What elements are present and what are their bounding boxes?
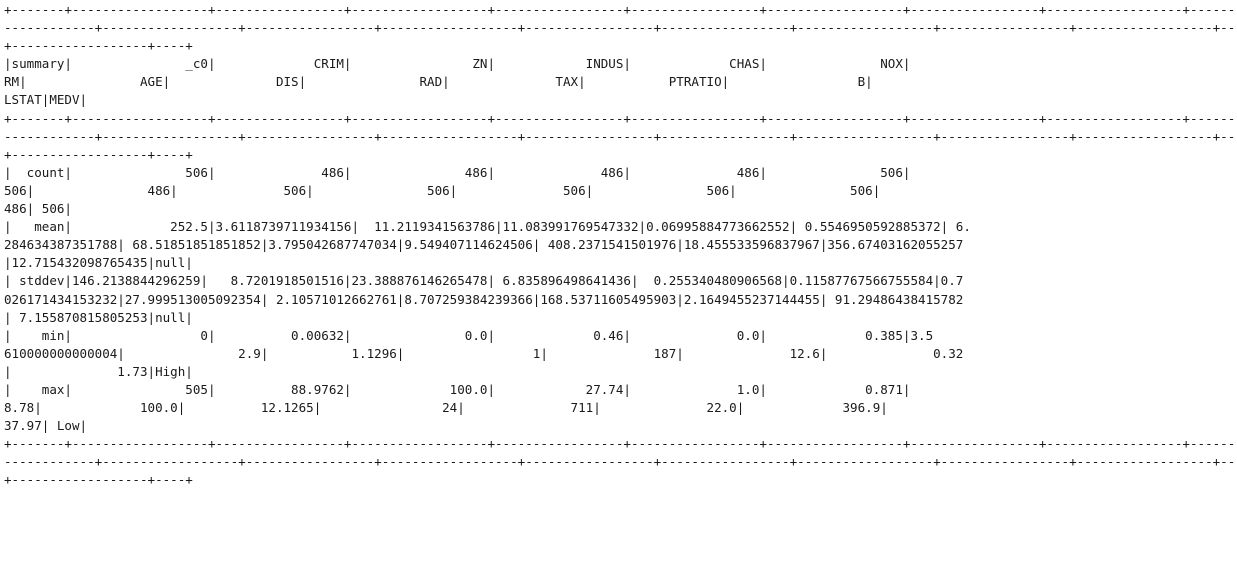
console-line: | stddev|146.2138844296259| 8.7201918501…: [4, 273, 964, 289]
console-line: +-------+------------------+------------…: [4, 2, 1237, 17]
console-line: ------------+------------------+--------…: [4, 128, 1237, 144]
console-line: +------------------+----+: [4, 38, 193, 54]
console-output: +-------+------------------+------------…: [4, 2, 1237, 488]
console-line: | 1.73|High|: [4, 363, 193, 379]
console-line: 026171434153232|27.999513005092354| 2.10…: [4, 291, 964, 307]
console-line: ------------+------------------+--------…: [4, 454, 1237, 470]
console-line: 8.78| 100.0| 12.1265| 24| 711| 22.0| 396…: [4, 400, 888, 416]
console-line: 284634387351788| 68.51851851851852|3.795…: [4, 237, 964, 253]
console-line: | 7.155870815805253|null|: [4, 309, 193, 325]
console-line: |12.715432098765435|null|: [4, 255, 193, 271]
console-line: RM| AGE| DIS| RAD| TAX| PTRATIO| B|: [4, 74, 873, 90]
console-line: +-------+------------------+------------…: [4, 110, 1237, 126]
console-line: | mean| 252.5|3.6118739711934156| 11.211…: [4, 219, 971, 235]
console-line: 506| 486| 506| 506| 506| 506| 506|: [4, 182, 881, 198]
console-line: |summary| _c0| CRIM| ZN| INDUS| CHAS| NO…: [4, 56, 911, 72]
console-line: +------------------+----+: [4, 146, 193, 162]
console-line: | count| 506| 486| 486| 486| 486| 506|: [4, 164, 911, 180]
console-line: LSTAT|MEDV|: [4, 92, 88, 108]
console-line: | min| 0| 0.00632| 0.0| 0.46| 0.0| 0.385…: [4, 327, 934, 343]
console-line: +-------+------------------+------------…: [4, 436, 1237, 452]
console-line: | max| 505| 88.9762| 100.0| 27.74| 1.0| …: [4, 381, 911, 397]
console-line: 610000000000004| 2.9| 1.1296| 1| 187| 12…: [4, 345, 964, 361]
console-line: 486| 506|: [4, 201, 72, 217]
console-line: +------------------+----+: [4, 472, 193, 488]
console-line: 37.97| Low|: [4, 418, 88, 434]
console-line: ------------+------------------+--------…: [4, 20, 1237, 36]
